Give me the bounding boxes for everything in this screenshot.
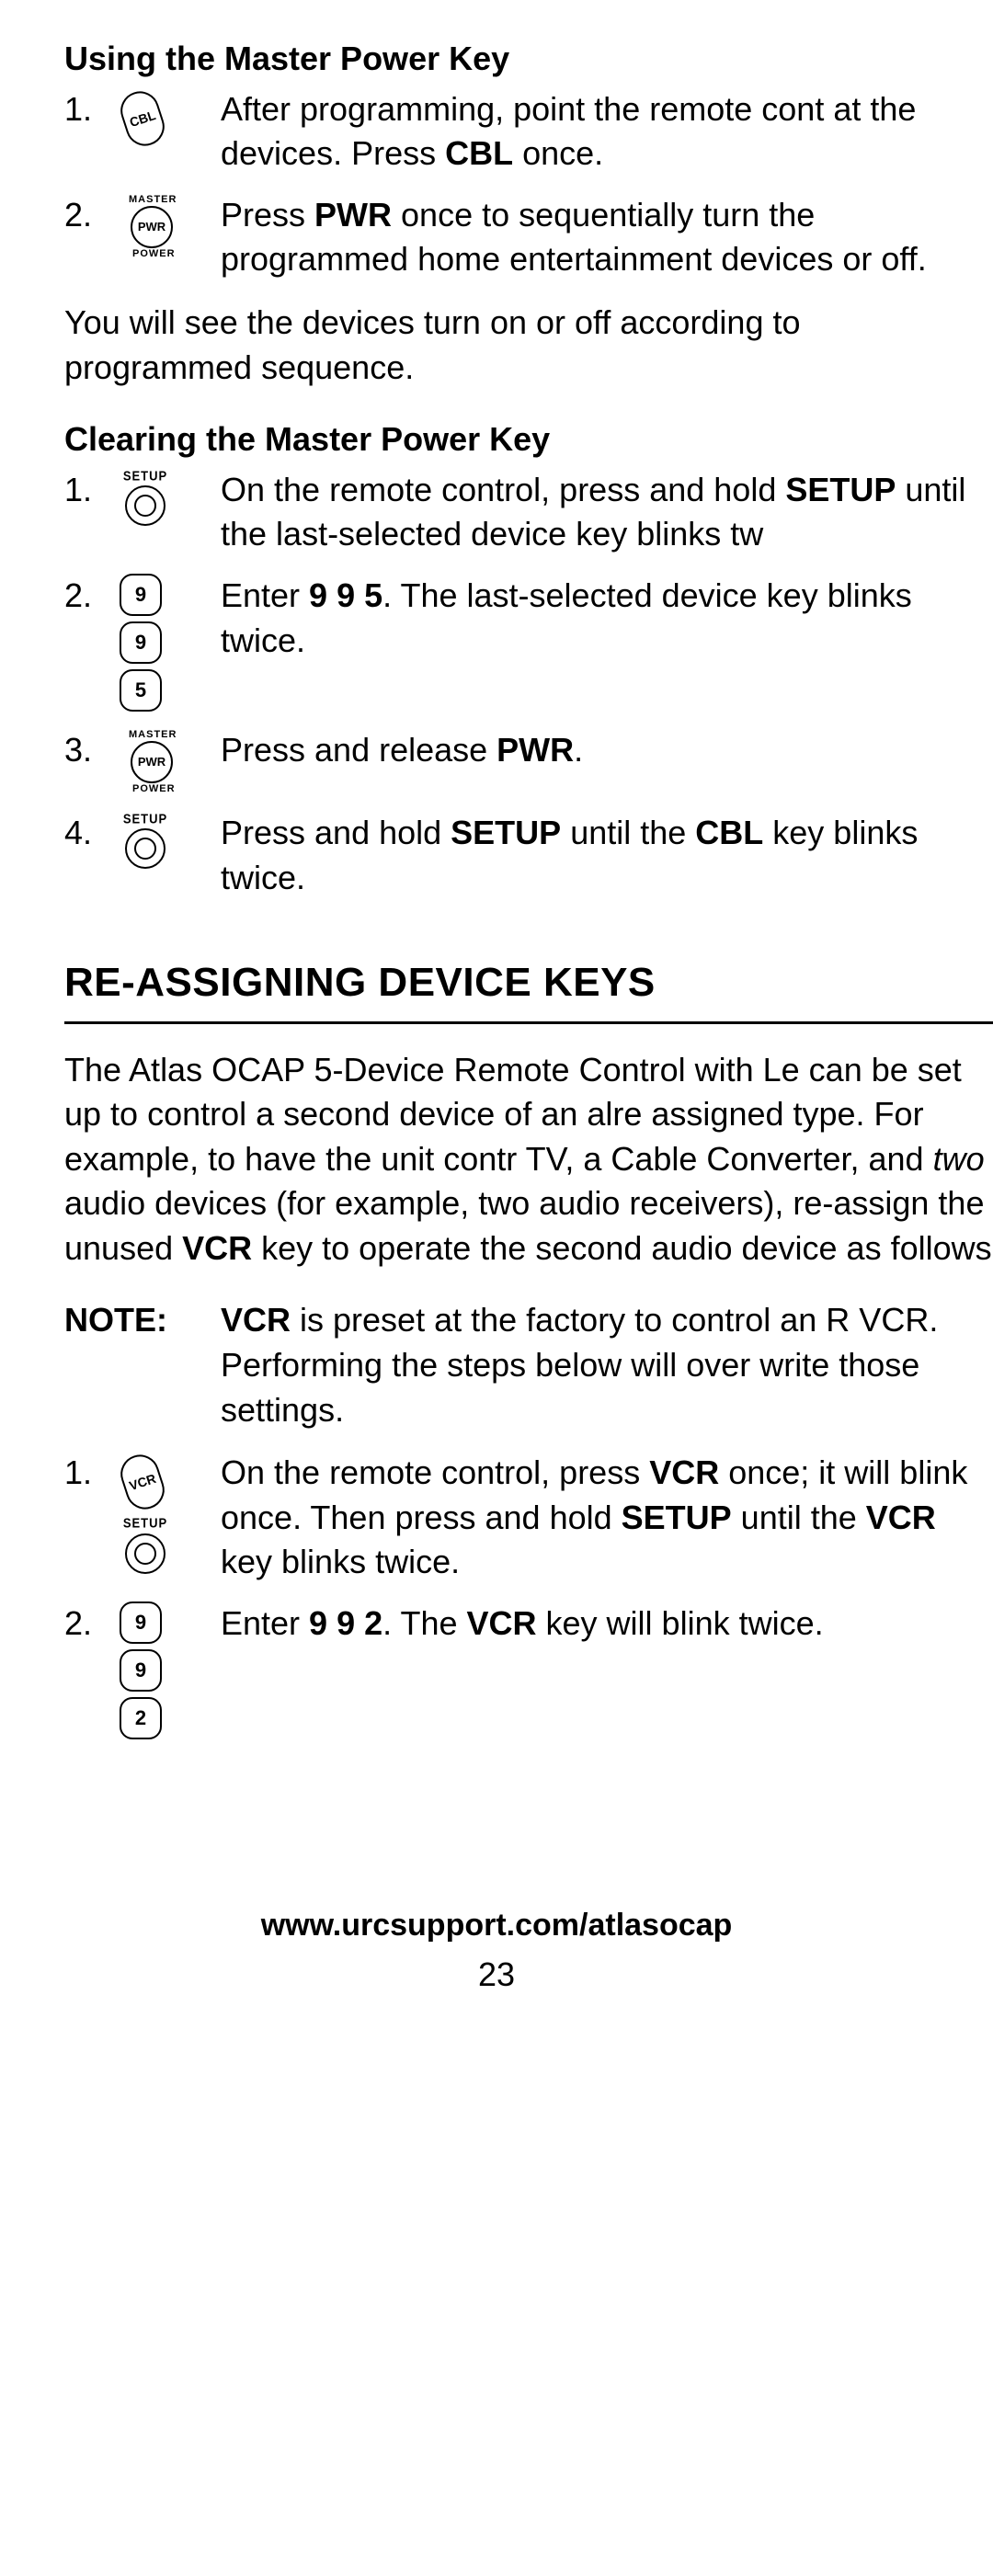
step-icons: VCR SETUP <box>120 1451 221 1579</box>
step-icons: SETUP <box>120 468 221 532</box>
heading-rule <box>64 1021 993 1024</box>
step-icons: 9 9 2 <box>120 1601 221 1739</box>
step-text: After programming, point the remote cont… <box>221 87 993 177</box>
note-text: VCR is preset at the factory to control … <box>221 1298 993 1432</box>
step-text: Press and release PWR. <box>221 728 993 773</box>
step-row: 4. SETUP Press and hold SETUP until the … <box>64 811 993 900</box>
step-number: 1. <box>64 1451 120 1496</box>
pwr-key-icon: MASTER PWR POWER <box>120 195 184 259</box>
subheading-using: Using the Master Power Key <box>64 37 993 82</box>
step-row: 2. 9 9 5 Enter 9 9 5. The last-selected de… <box>64 574 993 712</box>
footer-url: www.urcsupport.com/atlasocap <box>64 1905 929 1947</box>
setup-key-icon: SETUP <box>120 811 171 875</box>
reassign-paragraph: The Atlas OCAP 5-Device Remote Control w… <box>64 1048 993 1271</box>
note-label: NOTE: <box>64 1298 221 1343</box>
step-number: 2. <box>64 193 120 238</box>
number-key-icon: 5 <box>120 669 162 712</box>
step-row: 1. SETUP On the remote control, press an… <box>64 468 993 557</box>
step-number: 2. <box>64 574 120 619</box>
step-text: On the remote control, press and hold SE… <box>221 468 993 557</box>
step-text: Enter 9 9 2. The VCR key will blink twic… <box>221 1601 993 1647</box>
page-number: 23 <box>64 1953 929 1998</box>
step-number: 3. <box>64 728 120 773</box>
setup-key-icon: SETUP <box>120 468 171 532</box>
step-text: Press and hold SETUP until the CBL key b… <box>221 811 993 900</box>
number-key-icon: 2 <box>120 1697 162 1739</box>
step-icons: SETUP <box>120 811 221 875</box>
step-icons: MASTER PWR POWER <box>120 193 221 259</box>
step-number: 1. <box>64 87 120 132</box>
note-row: NOTE: VCR is preset at the factory to co… <box>64 1298 993 1432</box>
step-row: 2. MASTER PWR POWER Press PWR once to se… <box>64 193 993 282</box>
number-key-icon: 9 <box>120 1649 162 1692</box>
step-row: 1. CBL After programming, point the remo… <box>64 87 993 177</box>
pwr-key-icon: MASTER PWR POWER <box>120 730 184 794</box>
step-number: 1. <box>64 468 120 513</box>
number-key-icon: 9 <box>120 574 162 616</box>
step-row: 3. MASTER PWR POWER Press and release PW… <box>64 728 993 794</box>
step-row: 2. 9 9 2 Enter 9 9 2. The VCR key will bli… <box>64 1601 993 1739</box>
step-text: Enter 9 9 5. The last-selected device ke… <box>221 574 993 663</box>
device-key-icon: CBL <box>116 86 169 151</box>
subheading-clearing: Clearing the Master Power Key <box>64 417 993 462</box>
setup-key-icon: SETUP <box>120 1515 171 1579</box>
step-icons: 9 9 5 <box>120 574 221 712</box>
heading-reassign: RE-ASSIGNING DEVICE KEYS <box>64 955 993 1009</box>
device-key-icon: VCR <box>116 1450 169 1514</box>
reassign-steps: 1. VCR SETUP On the remote control, pres… <box>64 1451 993 1739</box>
step-number: 2. <box>64 1601 120 1647</box>
step-icons: MASTER PWR POWER <box>120 728 221 794</box>
clearing-steps: 1. SETUP On the remote control, press an… <box>64 468 993 900</box>
step-text: Press PWR once to sequentially turn the … <box>221 193 993 282</box>
number-key-icon: 9 <box>120 1601 162 1644</box>
step-icons: CBL <box>120 87 221 146</box>
using-steps: 1. CBL After programming, point the remo… <box>64 87 993 282</box>
step-row: 1. VCR SETUP On the remote control, pres… <box>64 1451 993 1585</box>
step-text: On the remote control, press VCR once; i… <box>221 1451 993 1585</box>
step-number: 4. <box>64 811 120 856</box>
using-paragraph: You will see the devices turn on or off … <box>64 301 993 390</box>
number-key-icon: 9 <box>120 621 162 664</box>
